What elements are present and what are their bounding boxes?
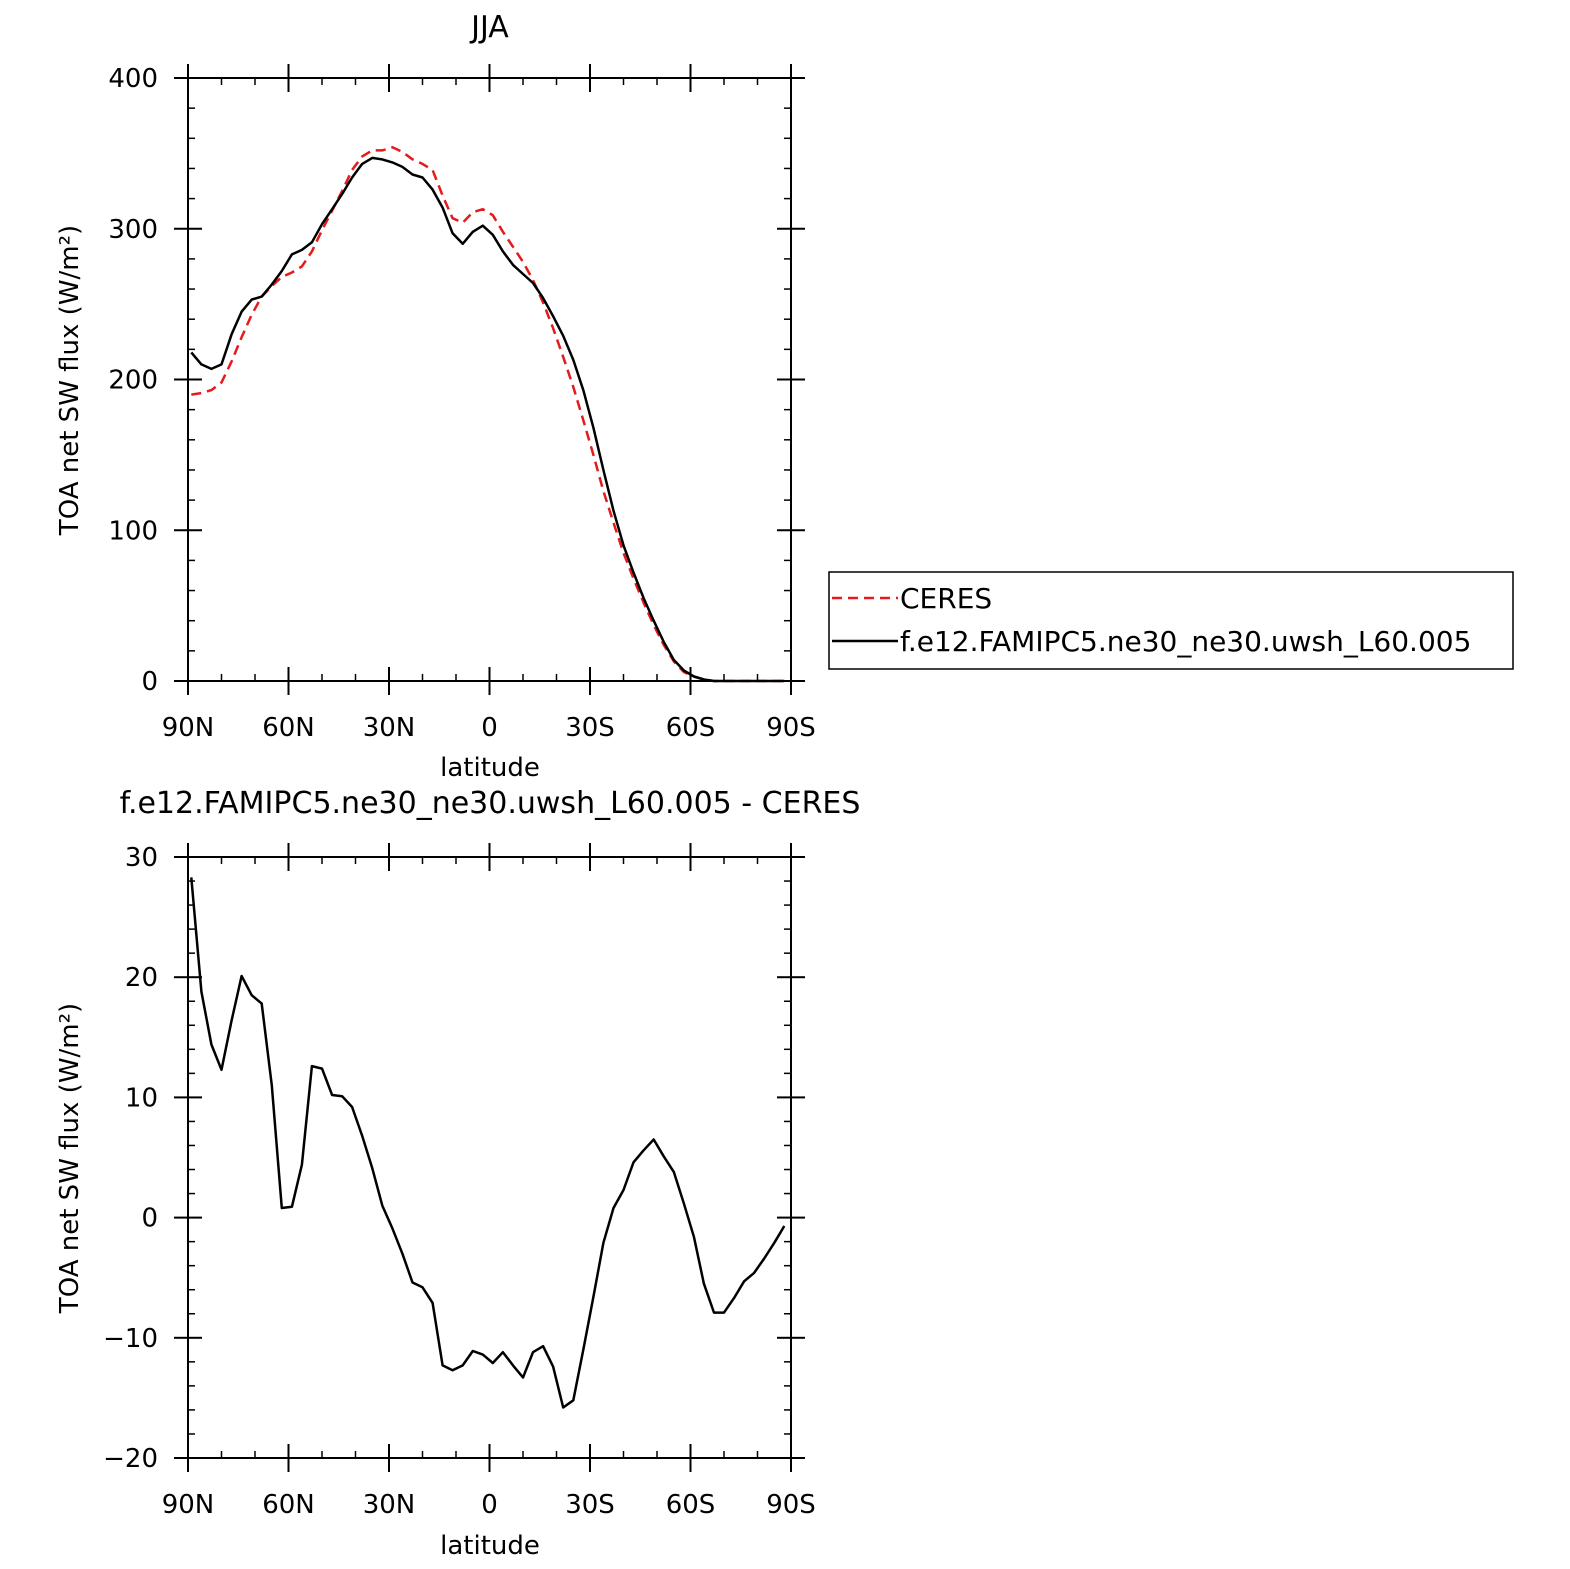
top-y-tick-label: 400 (108, 64, 158, 94)
top-x-axis-label: latitude (440, 753, 540, 783)
legend-label-ceres: CERES (900, 582, 992, 615)
bottom-series-lines (190, 877, 786, 1409)
bottom-x-axis-label: latitude (440, 1531, 540, 1561)
bottom-x-tick-label: 0 (481, 1490, 498, 1520)
bottom-x-tick-label: 60S (666, 1490, 716, 1520)
top-panel: JJA 90N 60N 30N 0 30S 60S 90S 0 100 200 300 400 lat… (55, 10, 816, 783)
top-y-tick-label: 100 (108, 516, 158, 546)
bottom-y-tick-label: 0 (141, 1204, 158, 1234)
top-x-tick-label: 90S (766, 713, 816, 743)
bottom-y-axis-label: TOA net SW flux (W/m²) (55, 1003, 85, 1314)
top-x-tick-label: 0 (481, 713, 498, 743)
top-series-line-0 (191, 146, 785, 683)
top-x-tick-label: 60S (666, 713, 716, 743)
bottom-y-tick-label: −10 (103, 1324, 158, 1354)
bottom-panel: f.e12.FAMIPC5.ne30_ne30.uwsh_L60.005 - C… (55, 786, 860, 1561)
top-x-tick-label: 60N (262, 713, 315, 743)
bottom-series-line-0 (190, 877, 786, 1409)
top-y-tick-label: 300 (108, 215, 158, 245)
legend-box (828, 571, 1514, 670)
bottom-axis-ticks: 90N 60N 30N 0 30S 60S 90S −20 −10 0 10 20 30 (103, 843, 816, 1520)
bottom-chart-title: f.e12.FAMIPC5.ne30_ne30.uwsh_L60.005 - C… (120, 786, 861, 821)
bottom-x-tick-label: 30S (565, 1490, 615, 1520)
top-y-axis-label: TOA net SW flux (W/m²) (55, 225, 85, 536)
top-x-tick-label: 30N (363, 713, 416, 743)
bottom-x-tick-label: 30N (363, 1490, 416, 1520)
top-axis-ticks: 90N 60N 30N 0 30S 60S 90S 0 100 200 300 400 (108, 64, 816, 743)
legend-label-model: f.e12.FAMIPC5.ne30_ne30.uwsh_L60.005 (900, 625, 1471, 658)
bottom-x-tick-label: 90S (766, 1490, 816, 1520)
bottom-y-tick-label: 30 (125, 843, 158, 873)
top-x-tick-label: 30S (565, 713, 615, 743)
top-series-line-1 (190, 156, 785, 683)
top-chart-title: JJA (469, 10, 509, 45)
top-plot-frame (187, 77, 792, 682)
bottom-y-tick-label: 10 (125, 1083, 158, 1113)
bottom-y-tick-label: 20 (125, 963, 158, 993)
bottom-y-tick-label: −20 (103, 1444, 158, 1474)
top-y-tick-label: 200 (108, 366, 158, 396)
bottom-x-tick-label: 90N (162, 1490, 215, 1520)
legend: CERES f.e12.FAMIPC5.ne30_ne30.uwsh_L60.0… (828, 571, 1514, 670)
top-series-lines (190, 146, 785, 683)
top-y-tick-label: 0 (141, 667, 158, 697)
top-x-tick-label: 90N (162, 713, 215, 743)
bottom-x-tick-label: 60N (262, 1490, 315, 1520)
